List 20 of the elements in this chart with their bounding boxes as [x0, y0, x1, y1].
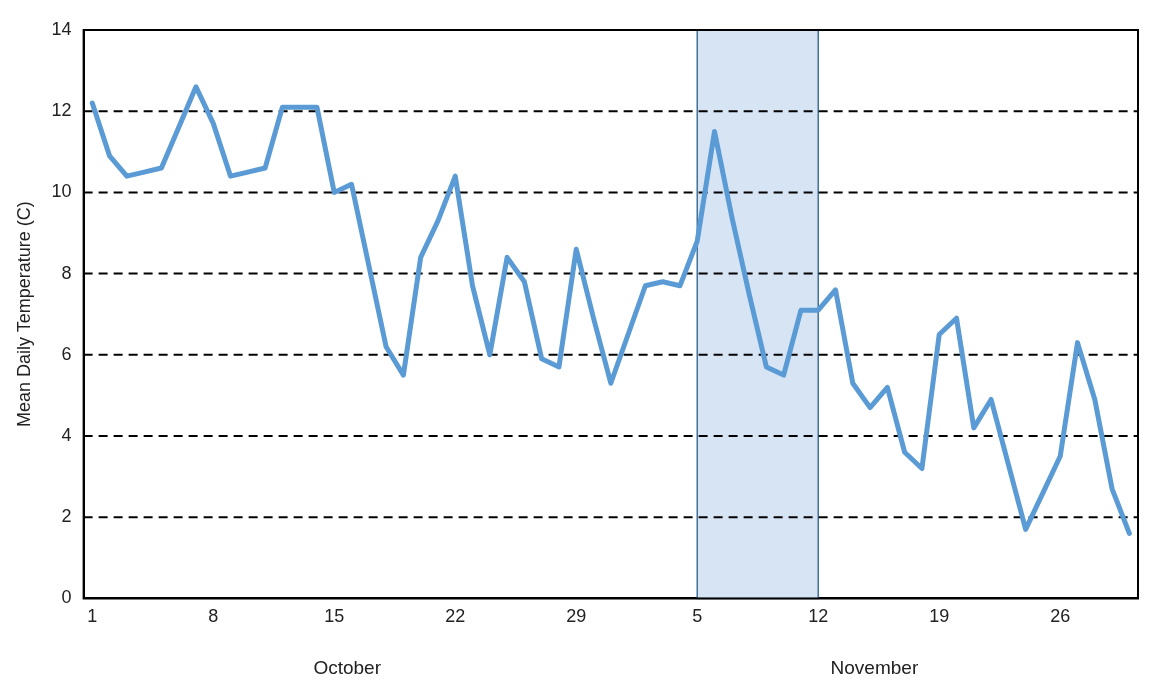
y-tick-label: 0	[61, 587, 72, 608]
y-tick-label: 2	[61, 506, 72, 527]
y-tick-label: 10	[51, 181, 72, 202]
x-tick-label: 8	[208, 606, 219, 627]
x-tick-label: 26	[1050, 606, 1071, 627]
x-tick-label: 5	[692, 606, 703, 627]
y-tick-label: 4	[61, 424, 72, 445]
x-tick-label: 19	[929, 606, 950, 627]
y-tick-label: 14	[51, 18, 72, 39]
text: October	[313, 656, 382, 678]
x-tick-label: 22	[445, 606, 466, 627]
x-tick-label: 29	[566, 606, 587, 627]
x-tick-label: 1	[87, 606, 98, 627]
x-tick-label: 12	[808, 606, 829, 627]
text: November	[830, 656, 919, 678]
y-tick-label: 8	[61, 262, 72, 283]
x-tick-label: 15	[324, 606, 345, 627]
y-tick-label: 12	[51, 100, 72, 121]
y-tick-label: 6	[61, 343, 72, 364]
y-axis-title: Mean Daily Temperature (C)	[13, 201, 34, 428]
